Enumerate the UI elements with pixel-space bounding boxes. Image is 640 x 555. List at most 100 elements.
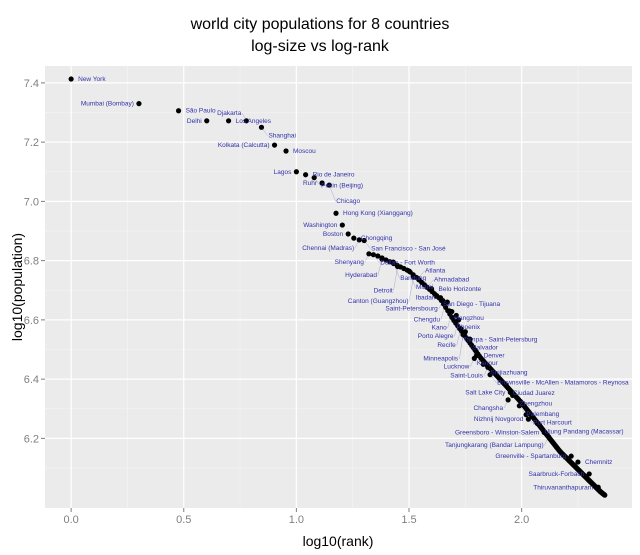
point-label: Palembang: [526, 411, 559, 418]
data-point: [568, 453, 574, 459]
chart-subtitle: log-size vs log-rank: [251, 38, 389, 55]
data-point: [428, 286, 435, 292]
x-tick-label: 1.5: [401, 514, 416, 526]
label-leader-line: [456, 328, 461, 346]
point-label: Saint-Louis: [450, 372, 483, 379]
label-leader-line: [438, 300, 443, 310]
point-label: Pékin (Beijing): [321, 183, 363, 190]
label-leader-line: [426, 279, 434, 288]
point-label: Minneapolis: [423, 356, 458, 363]
data-point: [68, 76, 74, 82]
point-label: Belo Horizonte: [439, 286, 482, 293]
label-leader-line: [440, 303, 446, 321]
label-leader-line: [408, 270, 416, 288]
label-leader-line: [503, 399, 509, 409]
point-label: Djakarta: [217, 110, 242, 117]
point-label: New York: [78, 76, 106, 83]
data-point: [136, 101, 142, 107]
point-label: Detroit: [374, 288, 393, 295]
point-label: Thiruvananthapuram: [533, 484, 593, 491]
data-point: [333, 210, 339, 216]
point-label: Dallas - Fort Worth: [380, 260, 435, 267]
point-label: Bandung: [400, 275, 426, 282]
point-label: Chicago: [336, 198, 360, 205]
point-label: San Diego - Tijuana: [443, 301, 500, 308]
x-tick-label: 2.0: [514, 514, 529, 526]
point-label: Rio de Janeiro: [313, 172, 355, 179]
label-leader-line: [459, 334, 464, 360]
label-leader-line: [483, 367, 488, 376]
data-point: [283, 148, 289, 154]
y-tick-label: 6.6: [24, 315, 39, 327]
point-label: Porto Alegre: [418, 333, 454, 340]
point-label: Tampa - Saint-Petersburg: [463, 336, 537, 343]
data-point: [370, 252, 377, 258]
data-point: [575, 459, 581, 465]
y-tick-label: 6.2: [24, 433, 39, 445]
label-leader-line: [377, 259, 383, 276]
data-point: [319, 180, 325, 186]
point-label: Delhi: [187, 118, 202, 125]
point-label: Recife: [437, 342, 456, 349]
label-leader-line: [393, 266, 398, 292]
data-point: [586, 471, 592, 477]
label-leader-line: [489, 374, 497, 384]
label-leader-line: [314, 177, 321, 187]
point-label: Chemnitz: [585, 459, 612, 466]
data-point: [361, 237, 367, 244]
point-label: Moscou: [293, 148, 316, 155]
y-tick-label: 6.8: [24, 256, 39, 268]
point-label: Hong Kong (Xianggang): [343, 210, 413, 217]
point-label: Greensboro - Winston-Salem: [455, 429, 539, 436]
point-label: Chennai (Madras): [302, 245, 354, 252]
label-leader-line: [242, 113, 247, 121]
point-label: Lucknow: [444, 363, 470, 370]
data-point: [541, 429, 547, 436]
point-label: Boston: [323, 231, 344, 238]
data-point: [303, 172, 309, 178]
point-label: Saarbruck-Forbach: [529, 471, 585, 478]
label-leader-line: [447, 311, 452, 329]
data-point: [339, 222, 345, 228]
y-tick-label: 7.4: [24, 78, 39, 90]
point-label: Ciudad Juarez: [513, 390, 555, 397]
point-label: Shanghai: [268, 132, 295, 139]
point-label: Ujung Pandang (Macassar): [544, 429, 623, 436]
point-label: Tanjungkarang (Bandar Lampung): [445, 442, 544, 449]
label-leader-line: [329, 185, 336, 202]
chart-title: world city populations for 8 countries: [190, 16, 450, 33]
point-label: Shijiazhuang: [490, 369, 528, 376]
label-leader-line: [261, 127, 269, 136]
y-tick-label: 7.0: [24, 196, 39, 208]
point-label: Changsha: [473, 405, 503, 412]
x-tick-label: 1.0: [289, 514, 304, 526]
point-label: Los Angeles: [236, 118, 272, 125]
x-axis-label: log10(rank): [303, 533, 374, 549]
point-label: Denver: [484, 352, 506, 359]
data-point: [271, 142, 278, 148]
point-label: Greenville - Spartanburg: [495, 453, 566, 460]
point-label: Ibadan: [416, 295, 436, 302]
label-leader-line: [454, 319, 459, 337]
y-tick-label: 6.4: [24, 374, 39, 386]
data-point: [225, 118, 232, 124]
data-point: [293, 169, 299, 175]
point-label: Kano: [432, 325, 448, 332]
label-leader-line: [544, 436, 549, 446]
point-label: Ahmadabad: [434, 276, 469, 283]
point-label: Chongqing: [361, 235, 393, 242]
data-point: [375, 253, 381, 259]
point-label: Phoenix: [457, 324, 481, 331]
point-label: Zhengzhou: [520, 400, 553, 407]
point-label: Atlanta: [425, 267, 446, 274]
point-label: São Paulo: [186, 108, 216, 115]
data-point: [351, 235, 357, 241]
data-point: [525, 416, 531, 422]
label-leader-line: [512, 395, 520, 405]
point-label: Kolkata (Calcutta): [218, 142, 270, 149]
label-leader-line: [354, 239, 360, 249]
data-point: [175, 108, 182, 114]
point-label: Hangzhou: [454, 315, 484, 322]
